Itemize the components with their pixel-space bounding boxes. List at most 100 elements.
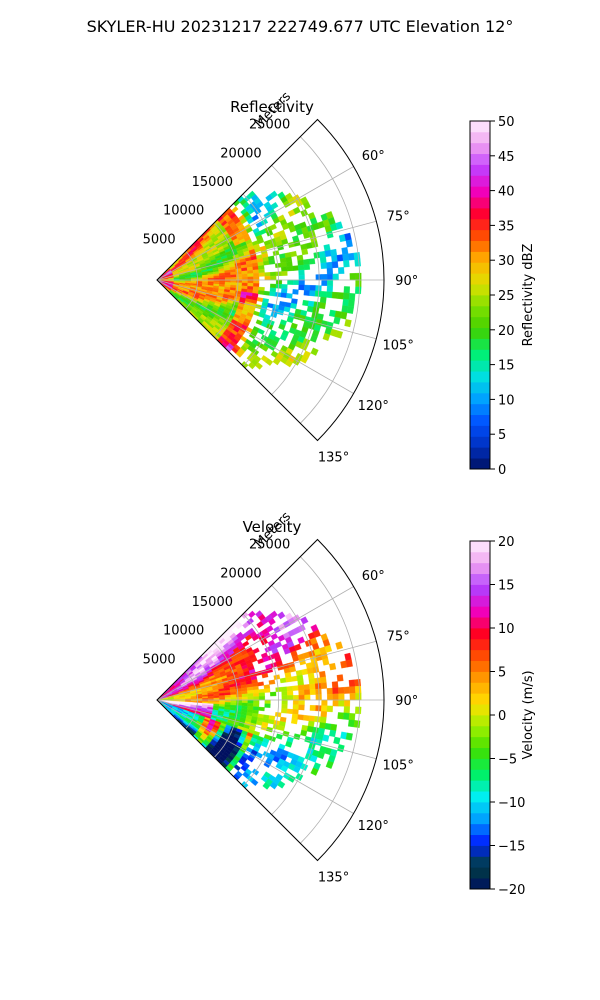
velocity-colorbar-segment	[470, 562, 490, 575]
reflectivity-colorbar-tick: 45	[498, 150, 515, 165]
velocity-cell	[329, 729, 337, 738]
reflectivity-cell	[253, 276, 260, 281]
reflectivity-colorbar-tick: 10	[498, 393, 515, 408]
reflectivity-colorbar-tick: 0	[498, 463, 506, 478]
reflectivity-colorbar-segment	[470, 327, 490, 339]
velocity-colorbar-tick: −10	[498, 796, 525, 811]
reflectivity-cell	[213, 275, 220, 279]
velocity-cell	[298, 704, 305, 711]
velocity-cell	[326, 687, 333, 695]
velocity-colorbar-tick: 20	[498, 535, 515, 550]
reflectivity-cell	[342, 253, 350, 261]
reflectivity-cell	[258, 272, 265, 277]
reflectivity-colorbar-segment	[470, 382, 490, 394]
velocity-cell	[332, 687, 339, 695]
velocity-cell	[246, 755, 255, 763]
velocity-cell	[297, 679, 304, 686]
velocity-cell	[296, 674, 304, 681]
reflectivity-colorbar-segment	[470, 284, 490, 296]
velocity-cell	[292, 699, 300, 705]
reflectivity-colorbar-segment	[470, 338, 490, 350]
velocity-cell	[309, 705, 316, 711]
velocity-colorbar-tick: 10	[498, 622, 515, 637]
velocity-colorbar-segment	[470, 649, 490, 662]
reflectivity-cell	[309, 334, 318, 343]
velocity-cell	[202, 696, 209, 699]
reflectivity-cell	[323, 244, 331, 252]
velocity-cell	[251, 768, 260, 776]
reflectivity-cell	[253, 272, 260, 277]
reflectivity-title: Reflectivity	[230, 98, 314, 116]
velocity-cell	[260, 741, 269, 748]
reflectivity-cell	[270, 271, 277, 277]
velocity-azimuth-spoke	[156, 586, 354, 701]
reflectivity-colorbar-segment	[470, 208, 490, 220]
reflectivity-cell	[281, 284, 288, 290]
velocity-colorbar-segment	[470, 638, 490, 651]
reflectivity-cell	[283, 306, 291, 313]
reflectivity-cell	[235, 350, 243, 358]
reflectivity-colorbar-segment	[470, 131, 490, 144]
reflectivity-cell	[296, 254, 304, 261]
reflectivity-colorbar-tick: 5	[498, 428, 506, 443]
velocity-cell	[258, 706, 265, 712]
velocity-cell	[329, 662, 337, 671]
reflectivity-colorbar-segment	[470, 175, 490, 187]
velocity-labels: 60° 75° 90° 105° 120° 135° 5000 10000 15000 20000…	[143, 509, 419, 886]
velocity-cell	[281, 690, 288, 696]
velocity-cell	[292, 685, 299, 691]
velocity-colorbar-segment	[470, 780, 490, 792]
reflectivity-cell	[281, 270, 288, 276]
velocity-cell	[258, 692, 265, 697]
velocity-cell	[255, 751, 264, 759]
velocity-cell	[281, 704, 288, 710]
velocity-colorbar-segment	[470, 693, 490, 705]
velocity-cell	[285, 676, 293, 683]
velocity-cell	[303, 714, 310, 722]
reflectivity-range-tick: 5000	[143, 232, 176, 247]
velocity-cell	[319, 716, 327, 724]
reflectivity-cell	[304, 284, 311, 291]
reflectivity-colorbar-segment	[470, 295, 490, 307]
reflectivity-cell	[269, 291, 276, 297]
reflectivity-cell	[286, 265, 294, 272]
velocity-cell	[252, 647, 260, 654]
reflectivity-cell	[260, 218, 269, 226]
reflectivity-cell	[280, 262, 287, 268]
reflectivity-cell	[264, 275, 271, 281]
velocity-cell	[297, 714, 304, 721]
reflectivity-azimuth-tick: 90°	[395, 274, 418, 289]
velocity-cell	[300, 729, 308, 737]
reflectivity-cell	[320, 291, 328, 298]
velocity-cell	[319, 676, 327, 684]
velocity-cell	[247, 699, 254, 704]
velocity-cell	[294, 643, 302, 651]
velocity-cell	[344, 652, 352, 661]
reflectivity-colorbar-label: Reflectivity dBZ	[521, 244, 536, 347]
reflectivity-colorbar-segment	[470, 305, 490, 318]
velocity-cell	[324, 644, 333, 653]
reflectivity-cell	[219, 275, 226, 279]
velocity-azimuth-tick: 135°	[318, 871, 349, 886]
velocity-cell	[235, 691, 243, 695]
velocity-cell	[264, 699, 271, 705]
reflectivity-cell	[326, 285, 333, 293]
reflectivity-cell	[321, 279, 328, 286]
velocity-cell	[286, 708, 294, 715]
reflectivity-cell	[202, 276, 209, 279]
reflectivity-cell	[286, 293, 293, 299]
velocity-cell	[298, 689, 305, 696]
velocity-cell	[297, 684, 305, 691]
reflectivity-cell	[236, 276, 243, 281]
velocity-colorbar-segment	[470, 595, 490, 607]
velocity-cell	[300, 616, 309, 625]
velocity-cell	[353, 720, 361, 728]
velocity-cell	[241, 702, 248, 707]
reflectivity-azimuth-tick: 75°	[387, 209, 410, 224]
velocity-cell	[247, 693, 254, 698]
velocity-colorbar-tick: −5	[498, 753, 517, 768]
velocity-cell	[247, 696, 254, 701]
reflectivity-cell	[302, 299, 309, 307]
velocity-cell	[348, 713, 356, 721]
reflectivity-cell	[247, 276, 254, 281]
